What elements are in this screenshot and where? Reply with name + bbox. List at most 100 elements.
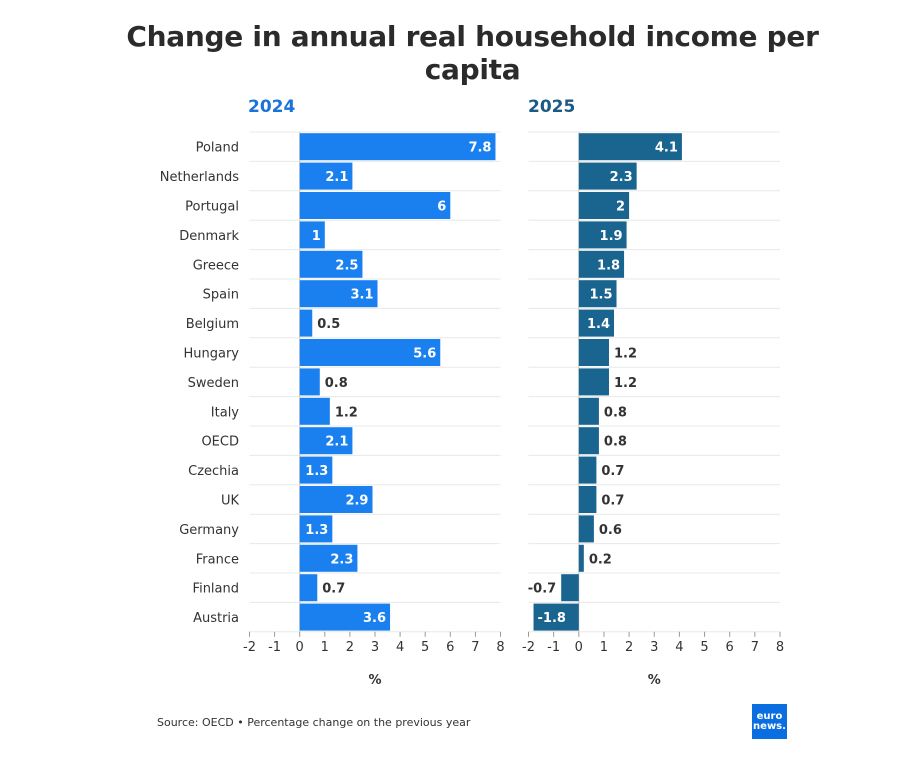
category-label: Finland (193, 582, 239, 597)
data-label: 1.8 (597, 258, 620, 273)
data-label: -0.7 (528, 582, 556, 597)
bar (578, 515, 594, 543)
bar (299, 250, 363, 278)
bar (299, 368, 320, 396)
bar (299, 221, 325, 249)
bar (299, 162, 353, 190)
bar (299, 544, 358, 572)
bar (578, 250, 625, 278)
category-label: Sweden (188, 376, 239, 391)
data-label: 0.5 (317, 317, 340, 332)
data-label: -1.8 (538, 611, 566, 626)
category-label: OECD (201, 435, 239, 450)
data-label: 0.8 (604, 405, 627, 420)
data-label: 1.4 (587, 317, 610, 332)
panel-title-2024: 2024 (248, 97, 296, 117)
x-tick-label: -2 (522, 640, 535, 655)
bar (299, 427, 353, 455)
x-tick-label: 0 (296, 640, 304, 655)
category-label: Netherlands (160, 170, 239, 185)
bar (578, 192, 630, 219)
euronews-logo: euro news. (752, 704, 787, 739)
bar-chart: Poland Netherlands Portugal Denmark Greece Sp… (160, 131, 784, 688)
data-label: 2.3 (610, 170, 633, 185)
x-tick-label: 8 (776, 640, 784, 655)
logo-text-news: news. (753, 720, 786, 732)
bar (578, 427, 599, 455)
bar (299, 339, 441, 366)
x-tick-label: 6 (446, 640, 454, 655)
bar (578, 456, 597, 484)
x-tick-label: 2 (625, 640, 633, 655)
data-label: 5.6 (413, 347, 436, 362)
logo-text-euro: euro (756, 710, 783, 722)
data-label: 3.1 (350, 288, 373, 303)
x-tick-label: 1 (321, 640, 329, 655)
bar (578, 133, 682, 161)
x-axis-label: % (648, 673, 661, 688)
x-tick-label: 2 (346, 640, 354, 655)
x-tick-label: -2 (243, 640, 256, 655)
data-label: 2.1 (325, 170, 348, 185)
bar (578, 339, 609, 366)
x-tick-label: -1 (547, 640, 560, 655)
data-label: 7.8 (468, 141, 491, 156)
category-label: Italy (211, 405, 240, 420)
bar (299, 133, 496, 161)
data-label: 0.8 (325, 376, 348, 391)
x-tick-label: 8 (496, 640, 504, 655)
x-tick-label: -1 (268, 640, 281, 655)
source-note: Source: OECD • Percentage change on the … (157, 716, 471, 729)
bar (578, 368, 609, 396)
data-label: 1.2 (335, 405, 358, 420)
data-label: 1.2 (614, 347, 637, 362)
category-label: Austria (193, 611, 239, 626)
data-label: 1 (312, 229, 321, 244)
data-label: 3.6 (363, 611, 386, 626)
data-label: 4.1 (655, 141, 678, 156)
data-label: 2 (616, 200, 625, 215)
x-tick-label: 3 (371, 640, 379, 655)
category-label: Germany (179, 523, 239, 538)
data-label: 0.7 (601, 464, 624, 479)
data-label: 1.3 (305, 464, 328, 479)
x-tick-label: 4 (396, 640, 404, 655)
category-label: Belgium (186, 317, 239, 332)
bar (299, 574, 318, 602)
bar (533, 603, 579, 631)
data-label: 2.1 (325, 435, 348, 450)
data-label: 0.6 (599, 523, 622, 538)
bar (299, 397, 330, 425)
category-label: UK (221, 494, 240, 509)
data-label: 0.8 (604, 435, 627, 450)
x-tick-label: 7 (471, 640, 479, 655)
panel-title-2025: 2025 (528, 97, 576, 117)
bar (578, 397, 599, 425)
bar (561, 574, 579, 602)
bar (299, 456, 333, 484)
bar (299, 515, 333, 543)
bar (578, 162, 637, 190)
data-label: 2.9 (345, 494, 368, 509)
data-label: 1.9 (600, 229, 623, 244)
x-tick-label: 0 (575, 640, 583, 655)
bar (299, 309, 313, 337)
category-label: Spain (203, 288, 239, 303)
data-label: 0.7 (601, 494, 624, 509)
bar (578, 486, 597, 513)
data-label: 2.3 (330, 552, 353, 567)
data-label: 2.5 (335, 258, 358, 273)
data-label: 0.7 (322, 582, 345, 597)
x-tick-label: 1 (600, 640, 608, 655)
x-tick-label: 7 (751, 640, 759, 655)
data-label: 1.3 (305, 523, 328, 538)
bar (578, 544, 584, 572)
chart-title: Change in annual real household income p… (126, 20, 819, 86)
category-label: Greece (193, 258, 239, 273)
bar (578, 280, 617, 308)
x-tick-label: 5 (421, 640, 429, 655)
data-label: 6 (437, 200, 446, 215)
data-label: 1.5 (589, 288, 612, 303)
category-label: Portugal (185, 200, 239, 215)
bar (299, 486, 373, 513)
